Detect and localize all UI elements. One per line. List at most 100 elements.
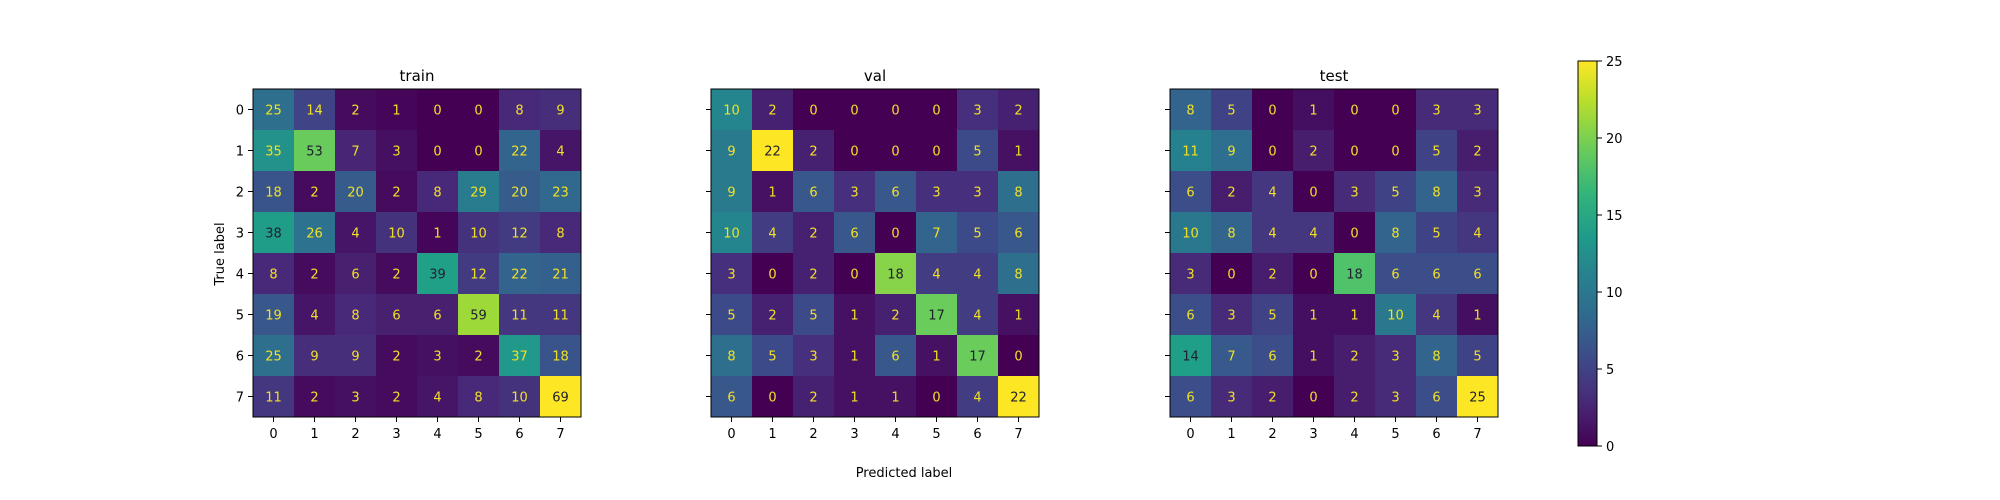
cell-value-label: 2 [310, 186, 318, 201]
cell-value-label: 10 [470, 227, 487, 242]
heatmap-cell [294, 376, 336, 418]
heatmap-cell [335, 212, 377, 254]
cell-value-label: 69 [552, 391, 569, 406]
heatmap-cell [458, 89, 500, 131]
x-tick-label: 7 [556, 427, 564, 442]
heatmap-cell [1416, 294, 1458, 336]
heatmap-cell [499, 212, 541, 254]
cell-value-label: 22 [511, 145, 528, 160]
cell-value-label: 1 [1309, 309, 1317, 324]
heatmap-cell [916, 335, 958, 377]
heatmap-cell [376, 89, 418, 131]
heatmap-cell [1211, 130, 1253, 172]
heatmap-cell [253, 212, 295, 254]
x-tick-label: 7 [1014, 427, 1022, 442]
colorbar: 0 5 10 15 20 25 [1577, 55, 1623, 455]
heatmap-cell [499, 294, 541, 336]
heatmap-cell [752, 89, 794, 131]
heatmap-cell [1375, 294, 1417, 336]
heatmap-cell [793, 376, 835, 418]
heatmap-cell [376, 376, 418, 418]
cell-value-label: 0 [474, 104, 482, 119]
cell-value-label: 4 [351, 227, 359, 242]
heatmap-cell [1416, 253, 1458, 295]
heatmap-cell [752, 376, 794, 418]
cell-value-label: 3 [433, 350, 441, 365]
cell-value-label: 0 [1309, 391, 1317, 406]
heatmap-cell [1252, 130, 1294, 172]
cell-value-label: 1 [1014, 145, 1022, 160]
cell-value-label: 4 [1268, 186, 1276, 201]
x-tick-label: 4 [433, 427, 441, 442]
heatmap-cell [540, 335, 582, 377]
cell-value-label: 11 [511, 309, 528, 324]
cell-value-label: 4 [973, 309, 981, 324]
heatmap-cell [916, 253, 958, 295]
cell-value-label: 6 [1186, 309, 1194, 324]
y-tick-label: 3 [236, 227, 244, 242]
heatmap-cell [1334, 89, 1376, 131]
y-tick-label: 4 [236, 268, 244, 283]
cell-value-label: 0 [1014, 350, 1022, 365]
heatmap-cell [916, 89, 958, 131]
heatmap-cell [1170, 171, 1212, 213]
cell-value-label: 10 [1182, 227, 1199, 242]
heatmap-cell [1252, 294, 1294, 336]
cell-value-label: 6 [809, 186, 817, 201]
cell-value-label: 7 [932, 227, 940, 242]
heatmap-cell [834, 376, 876, 418]
heatmap-cell [1293, 294, 1335, 336]
cell-value-label: 2 [392, 391, 400, 406]
cell-value-label: 12 [470, 268, 487, 283]
heatmap-cell [875, 212, 917, 254]
cell-value-label: 8 [351, 309, 359, 324]
cell-value-label: 25 [265, 104, 282, 119]
panel-title: test [1320, 67, 1349, 85]
heatmap-cell [335, 335, 377, 377]
cell-value-label: 6 [392, 309, 400, 324]
heatmap-cell [711, 89, 753, 131]
heatmap-cell [998, 253, 1040, 295]
cell-value-label: 2 [809, 391, 817, 406]
x-tick-label: 5 [474, 427, 482, 442]
panel-title: train [400, 67, 435, 85]
heatmap-cell [1375, 212, 1417, 254]
cell-value-label: 2 [392, 186, 400, 201]
cell-value-label: 17 [928, 309, 945, 324]
heatmap-cell [1211, 335, 1253, 377]
heatmap-cell [499, 171, 541, 213]
heatmap-cell [376, 130, 418, 172]
cell-value-label: 4 [556, 145, 564, 160]
cell-value-label: 1 [1473, 309, 1481, 324]
heatmap-cell [752, 130, 794, 172]
cell-value-label: 4 [932, 268, 940, 283]
axes-frame [252, 88, 582, 418]
heatmap-cell [1211, 376, 1253, 418]
x-tick-label: 3 [850, 427, 858, 442]
cell-value-label: 1 [891, 391, 899, 406]
heatmap-cell [1457, 130, 1499, 172]
cell-value-label: 2 [351, 104, 359, 119]
cell-value-label: 0 [932, 104, 940, 119]
cell-value-label: 2 [474, 350, 482, 365]
heatmap-cell [957, 171, 999, 213]
colorbar-gradient [1577, 60, 1598, 447]
heatmap-cell [335, 253, 377, 295]
cell-value-label: 3 [1432, 104, 1440, 119]
x-tick-label: 5 [932, 427, 940, 442]
heatmap-cell [540, 212, 582, 254]
heatmap-cell [458, 212, 500, 254]
x-tick-label: 2 [809, 427, 817, 442]
cell-value-label: 5 [973, 227, 981, 242]
x-tick-label: 4 [891, 427, 899, 442]
heatmap-cell [253, 376, 295, 418]
heatmap-cell [1293, 253, 1335, 295]
cell-value-label: 29 [470, 186, 487, 201]
heatmap-cell [752, 294, 794, 336]
cell-value-label: 0 [768, 268, 776, 283]
cell-value-label: 3 [1227, 309, 1235, 324]
heatmap-cell [417, 130, 459, 172]
cell-value-label: 2 [1268, 268, 1276, 283]
heatmap-cell [1375, 253, 1417, 295]
